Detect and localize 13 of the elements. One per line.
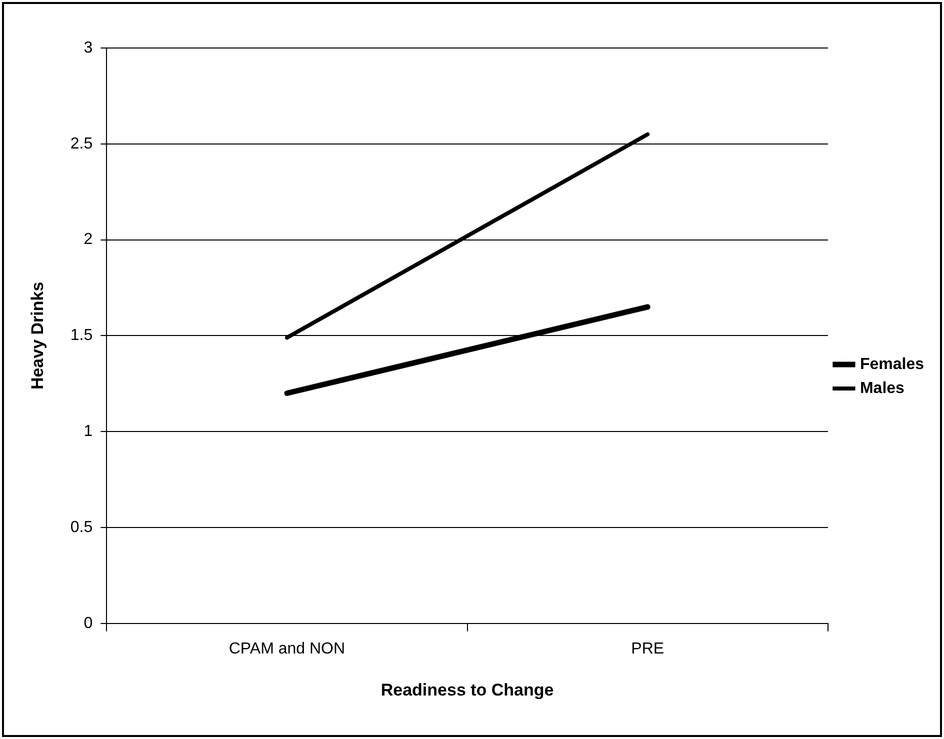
x-tick-label: CPAM and NON <box>228 640 346 658</box>
y-axis-title: Heavy Drinks <box>28 282 47 390</box>
y-tick-label: 1.5 <box>70 327 93 344</box>
y-tick-label: 1 <box>84 423 93 440</box>
y-tick-label: 3 <box>84 39 93 56</box>
y-tick-label: 2 <box>84 231 93 248</box>
y-tick-label: 2.5 <box>70 135 93 152</box>
x-tick-label: PRE <box>631 640 664 658</box>
y-tick-label: 0.5 <box>70 518 93 536</box>
legend-label: Females <box>860 356 924 373</box>
x-axis-title: Readiness to Change <box>380 680 554 700</box>
y-tick-label: 0 <box>84 614 93 632</box>
legend-label: Males <box>860 380 905 397</box>
